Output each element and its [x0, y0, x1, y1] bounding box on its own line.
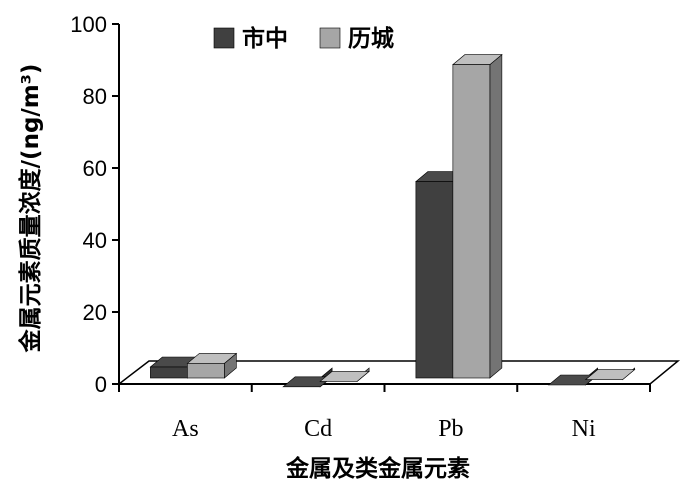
legend-label-series-1: 历城	[348, 25, 394, 52]
x-category-label: Pb	[438, 416, 463, 442]
bar-历城-As	[186, 352, 238, 379]
y-tick-label: 80	[83, 84, 107, 109]
x-category-label: Cd	[304, 416, 332, 442]
y-tick-label: 40	[83, 228, 107, 253]
y-axis-title: 金属元素质量浓度/(ng/m³)	[17, 64, 44, 354]
tick-labels: 0 20 40 60 80 100 As Cd Pb Ni	[70, 12, 596, 442]
bar-front-face	[187, 363, 225, 379]
bar-front-face	[415, 181, 454, 379]
legend-swatch-series-0	[213, 27, 235, 49]
y-tick-label: 100	[70, 12, 107, 37]
bar-front-face	[452, 64, 491, 379]
x-category-label: Ni	[572, 416, 596, 442]
y-tick-label: 20	[83, 300, 107, 325]
legend: 市中 历城	[213, 25, 394, 52]
x-category-label: As	[172, 416, 199, 442]
bar-历城-Cd	[319, 367, 370, 383]
bar-side-face	[489, 53, 503, 379]
bar-历城-Pb	[452, 53, 503, 379]
legend-swatch-series-1	[319, 27, 341, 49]
axes	[112, 23, 651, 392]
bar-front-face	[150, 366, 188, 379]
bar-top-face	[584, 369, 636, 380]
legend-label-series-0: 市中	[242, 25, 288, 52]
y-tick-label: 0	[95, 372, 107, 397]
bars	[149, 53, 636, 388]
bar-top-face	[319, 371, 370, 382]
x-axis-title: 金属及类金属元素	[285, 455, 470, 482]
bar-历城-Ni	[584, 367, 636, 381]
y-tick-label: 60	[83, 156, 107, 181]
